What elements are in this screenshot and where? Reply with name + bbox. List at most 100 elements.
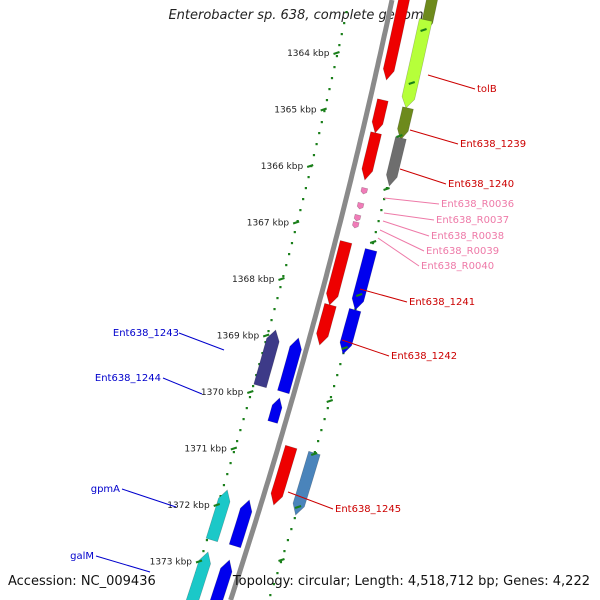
scale-dot-right [339,363,342,366]
minor-tick [341,346,349,350]
gene-forward [270,444,298,506]
scale-dot-left [302,198,305,201]
scale-tick [278,277,285,281]
scale-dot-left [293,231,296,234]
scale-dot-left [279,286,282,289]
scale-dot-left [312,154,316,157]
gene-label: Ent638_1241 [409,297,475,308]
gene-reverse [228,499,253,549]
gene-label: Ent638_1245 [335,504,401,515]
gene-forward [386,136,407,187]
scale-dot-left [270,319,273,322]
scale-dot-right [276,572,279,575]
scale-tick-label: 1367 kbp [247,219,290,229]
scale-dot-right [326,407,329,410]
minor-tick [310,452,318,456]
backbone-arc [228,0,395,600]
scale-dot-right [383,198,386,201]
scale-dot-left [255,374,258,377]
label-connector [409,129,459,145]
minor-tick [383,187,390,191]
scale-tick [320,107,327,112]
minor-tick [408,81,416,85]
gene-reverse [267,397,283,424]
gene-label: Ent638_R0038 [431,231,504,242]
scale-dot-right [377,220,380,223]
scale-dot-left [276,297,279,300]
accession-text: Accession: NC_009436 [8,574,156,589]
label-connector [382,220,430,237]
gene-label: Ent638_1239 [460,139,526,150]
scale-dot-right [279,561,283,564]
label-connector [427,74,476,90]
minor-tick [396,134,403,138]
scale-dot-right [329,396,333,399]
scale-dot-left [290,242,294,245]
scale-dot-left [258,363,261,366]
scale-tick [213,503,221,507]
scale-dot-left [330,77,334,80]
scale-tick [246,390,254,394]
minor-tick [326,399,334,403]
scale-dot-left [245,407,248,410]
scale-tick-label: 1373 kbp [150,558,193,568]
scale-dot-left [285,264,288,267]
gene-label: gpmA [91,484,120,495]
minor-tick [420,28,427,32]
minor-tick [294,505,302,509]
rna-feature [356,201,365,210]
gene-label: tolB [477,84,497,95]
scale-dot-left [304,187,307,190]
gene-forward [397,106,414,141]
gene-forward [326,240,353,306]
label-connector [162,377,203,395]
gene-labels: tolB Ent638_1239 Ent638_1240 Ent638_R0036 En… [70,74,526,573]
scale-dot-left [340,33,343,36]
scale-dot-left [299,209,302,212]
gene-forward [382,0,410,81]
scale-tick-label: 1365 kbp [274,106,317,116]
scale-dot-right [380,209,383,212]
scale-tick [195,559,203,564]
label-connector [379,229,425,252]
gene-forward [339,308,362,355]
label-connector [399,168,447,185]
gene-label: Ent638_1244 [95,373,161,384]
label-connector [121,488,177,508]
scale-dot-left [320,121,323,124]
label-connector [383,212,435,221]
scale-tick-label: 1372 kbp [167,501,210,511]
scale-dot-left [335,55,339,58]
gene-label: Ent638_1243 [113,328,179,339]
scale-dot-right [272,583,275,586]
gene-label: Ent638_1242 [391,351,457,362]
label-connector [383,197,440,205]
scale-dot-right [293,517,296,520]
gene-forward [292,450,321,516]
scale-tick-label: 1368 kbp [232,275,275,285]
gene-reverse [277,337,302,395]
gene-label: Ent638_R0036 [441,199,514,210]
scale-dot-left [242,418,245,421]
scale-dot-right [323,418,326,421]
gene-forward [401,18,433,109]
label-connector [95,555,151,573]
scale-dot-right [320,429,323,432]
scale-dot-left [232,451,235,454]
scale-dot-left [318,132,321,135]
scale-dot-right [333,385,336,388]
gene-reverse [205,489,231,543]
scale-dot-right [269,594,272,597]
gene-reverse [253,329,280,389]
label-connector [178,332,225,351]
scale-dot-left [219,495,222,498]
scale-dot-right [313,451,316,454]
scale-dot-left [315,143,318,146]
scale-dot-left [229,462,232,465]
minor-tick [278,558,285,562]
scale-dot-left [273,308,276,311]
gene-forward [361,131,382,181]
scale-dot-right [286,539,290,542]
label-connector [377,237,420,267]
